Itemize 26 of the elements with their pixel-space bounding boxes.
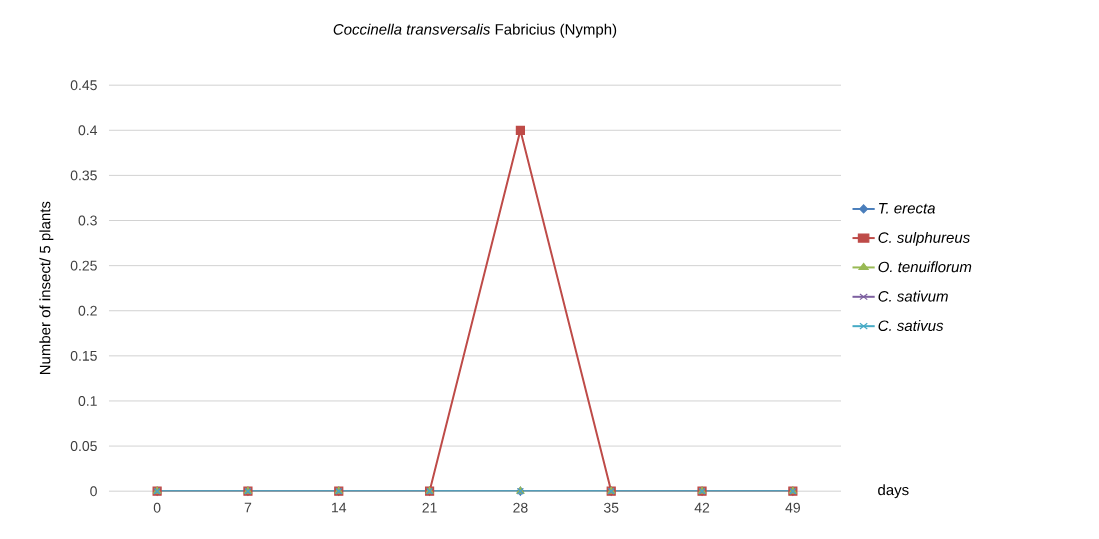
y-tick-label: 0.45 [70, 80, 97, 91]
x-tick-label: 14 [332, 502, 347, 513]
x-tick-label: 42 [694, 502, 710, 513]
y-tick-label: 0.3 [78, 215, 97, 226]
legend-label: C. sulphureus [878, 231, 970, 246]
legend-label: C. sativum [878, 290, 948, 302]
x-tick-label: 28 [513, 502, 528, 513]
legend-label: T. erecta [879, 203, 935, 214]
y-tick-label: 0.35 [70, 170, 97, 181]
y-tick-label: 0.1 [78, 395, 97, 406]
chart-title: Coccinella transversalis Fabricius (Nymph) [333, 23, 617, 38]
legend-label: C. sativus [878, 319, 944, 331]
x-tick-label: 7 [244, 502, 252, 513]
y-tick-label: 0.15 [70, 350, 97, 361]
x-tick-label: 0 [153, 502, 161, 513]
y-tick-label: 0 [90, 486, 97, 497]
y-tick-label: 0.2 [78, 305, 97, 316]
legend-label: O. tenuiflorum [878, 261, 972, 273]
y-tick-label: 0.05 [70, 441, 97, 452]
x-tick-label: 49 [785, 502, 800, 513]
x-tick-label: 21 [422, 502, 437, 513]
x-axis-title: days [878, 484, 909, 499]
y-tick-label: 0.4 [78, 125, 98, 136]
y-axis-title: Number of insect/ 5 plants [39, 201, 54, 375]
x-tick-label: 35 [603, 502, 619, 513]
y-tick-label: 0.25 [70, 260, 97, 271]
